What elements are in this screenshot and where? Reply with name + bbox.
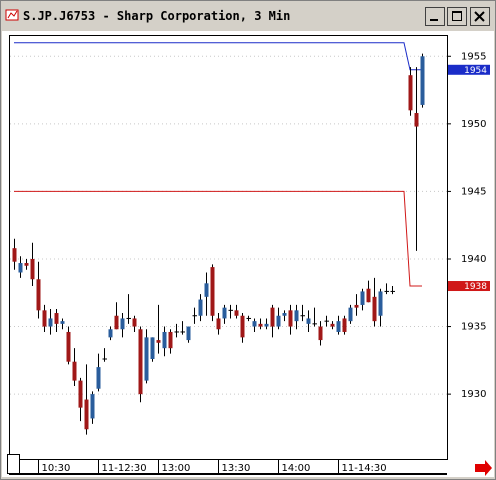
candle-body [414,113,419,127]
candle-body [270,307,275,327]
candle-body [108,329,113,338]
candle-body [36,279,41,311]
plot-frame [9,35,448,460]
candle-body [12,248,17,262]
level-line [14,42,422,71]
candle-body [60,321,65,324]
candle-body [120,318,125,330]
candle-body [378,291,383,316]
level-line [14,190,422,287]
chart: 1930 1935 1940 1945 1950 1955 10:30 11-12:30 13:… [2,31,494,477]
candle-body [216,318,221,330]
price-label: 1938 [464,282,487,292]
candle-body [48,318,53,327]
y-tick-label: 1940 [461,254,486,265]
candle-body [132,318,137,327]
candle-body [258,323,263,327]
candle-body [78,380,83,408]
candle-body [90,394,95,419]
candle-body [336,321,341,332]
candle-body [168,331,173,349]
close-button[interactable] [470,7,490,26]
candle-body [18,263,23,273]
scroll-arrow[interactable] [475,460,492,476]
candle-body [84,399,89,430]
candle-body [54,313,59,324]
candle-body [348,307,353,322]
candle-body [342,318,347,332]
candle-body [114,315,119,330]
x-tick-label: 14:00 [282,463,311,474]
candle-body [360,291,365,305]
x-axis-strip [9,460,447,474]
candle-body [186,326,191,341]
candle-body [294,310,299,322]
candle-body [372,296,377,322]
x-tick-label: 11-14:30 [342,463,387,474]
candle-body [144,337,149,381]
x-tick-label: 13:30 [222,463,251,474]
price-label: 1954 [464,66,487,76]
candle-body [288,310,293,327]
window-title: S.JP.J6753 - Sharp Corporation, 3 Min [23,9,291,23]
candle-body [330,323,335,327]
candle-body [366,288,371,303]
candle-body [252,321,257,327]
x-tick-label: 10:30 [42,463,71,474]
scroll-box[interactable] [7,454,20,474]
candle-body [210,267,215,316]
app-icon [5,9,19,21]
x-tick-label: 13:00 [162,463,191,474]
candle-body [306,318,311,324]
window-buttons [425,7,490,26]
candle-body [204,283,209,297]
candle-body [66,331,71,362]
candle-body [240,315,245,338]
candle-body [30,258,35,280]
candle-body [408,75,413,111]
x-tick-label: 11-12:30 [102,463,147,474]
candle-body [156,340,161,343]
candle-body [354,304,359,308]
candle-body [42,310,47,327]
y-tick-label: 1955 [461,51,486,62]
candle-body [222,307,227,319]
candle-body [198,299,203,316]
candle-body [282,313,287,316]
candle-body [162,331,167,349]
candle-body [150,337,155,359]
y-tick-label: 1935 [461,322,486,333]
minimize-button[interactable] [425,7,445,26]
y-tick-label: 1945 [461,186,486,197]
candle-body [276,315,281,327]
candle-body [72,361,77,381]
candle-body [318,326,323,341]
y-tick-label: 1950 [461,119,486,130]
candle-body [24,263,29,266]
candle-body [234,310,239,316]
maximize-button[interactable] [447,7,467,26]
candle-body [264,323,269,327]
candle-body [96,367,101,389]
price-label-box [448,64,490,75]
candle-body [420,56,425,105]
price-label-box [448,281,490,292]
y-tick-label: 1930 [461,389,486,400]
candle-body [138,329,143,395]
